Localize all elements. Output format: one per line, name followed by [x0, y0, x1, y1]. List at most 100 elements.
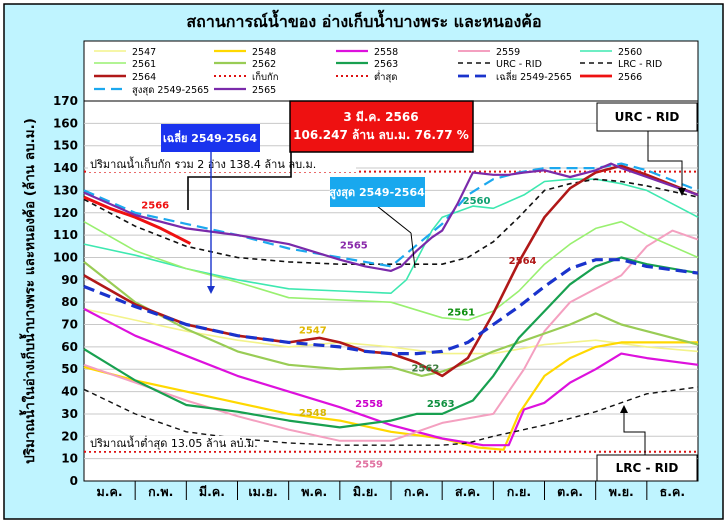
- legend-label: 2547: [132, 47, 156, 58]
- y-tick-label: 140: [53, 161, 78, 175]
- legend-label: 2548: [252, 47, 276, 58]
- average-box: [161, 124, 260, 152]
- legend-label: 2566: [618, 72, 642, 83]
- current-date: 3 มี.ค. 2566: [343, 110, 418, 124]
- series-label-2561: 2561: [447, 308, 475, 319]
- urc-annotation: URC - RID: [596, 102, 698, 196]
- urc-pointer-line: [647, 131, 683, 192]
- lrc-pointer-line: [623, 409, 646, 455]
- capacity-label: ปริมาณน้ำเก็บกัก รวม 2 อ่าง 138.4 ล้าน ล…: [90, 156, 316, 171]
- legend-label: สูงสุด 2549-2565: [132, 85, 209, 96]
- urc-pointer-arrow: [678, 188, 686, 196]
- legend-label: 2564: [132, 72, 156, 83]
- lrc-pointer-arrow: [620, 405, 628, 413]
- series-label-2563: 2563: [427, 399, 455, 410]
- series-label-2548: 2548: [299, 408, 327, 419]
- minimum-label: ปริมาณน้ำต่ำสุด 13.05 ล้าน ลบ.ม.: [90, 435, 258, 450]
- chart-title: สถานการณ์น้ำของ อ่างเก็บน้ำบางพระ และหนอ…: [186, 9, 541, 31]
- minimum-annotation: ปริมาณน้ำต่ำสุด 13.05 ล้าน ลบ.ม.: [88, 435, 258, 451]
- x-tick-label: ม.ค.: [97, 484, 123, 499]
- y-tick-label: 170: [53, 94, 78, 108]
- urc-box: [596, 102, 698, 132]
- x-tick-label: ก.ค.: [404, 484, 429, 499]
- y-tick-label: 0: [70, 474, 78, 488]
- legend-label: 2560: [618, 47, 642, 58]
- capacity-annotation: ปริมาณน้ำเก็บกัก รวม 2 อ่าง 138.4 ล้าน ล…: [88, 156, 356, 172]
- urc-box-label: URC - RID: [615, 110, 680, 124]
- max-pointer-line-2: [410, 232, 416, 269]
- max-annotation: สูงสุด 2549-2564: [329, 177, 425, 269]
- y-tick-labels: 0 10 20 30 40 50 60 70 80 90 100 110 120 130 140 150 160…: [53, 94, 78, 488]
- legend-label: LRC - RID: [618, 59, 662, 70]
- y-tick-label: 60: [61, 340, 78, 354]
- max-box-label: สูงสุด 2549-2564: [329, 186, 425, 200]
- legend-label: 2559: [496, 47, 520, 58]
- x-tick-labels: ม.ค. ก.พ. มี.ค. เม.ย. พ.ค. มิ.ย. ก.ค. ส.ค. ก.ย. ต…: [97, 481, 686, 500]
- max-pointer-line-1: [376, 205, 412, 234]
- series-label-2566: 2566: [141, 200, 169, 211]
- y-tick-label: 50: [61, 362, 78, 376]
- y-tick-label: 160: [53, 116, 78, 130]
- x-tick-label: ธ.ค.: [660, 484, 686, 499]
- capacity-label-bg: [88, 157, 356, 172]
- y-tick-label: 70: [61, 318, 78, 332]
- average-pointer-arrow: [207, 286, 215, 294]
- max-box: [330, 177, 425, 207]
- y-tick-label: 10: [61, 452, 78, 466]
- y-tick-label: 30: [61, 407, 78, 421]
- current-pointer-line: [187, 140, 292, 210]
- legend-label: 2561: [132, 59, 156, 70]
- x-tick-label: เม.ย.: [248, 484, 277, 499]
- legend-label: เก็บกัก: [252, 70, 279, 83]
- x-tick-label: ต.ค.: [557, 484, 583, 499]
- series-layer: [83, 162, 699, 453]
- y-tick-label: 150: [53, 139, 78, 153]
- series-line-2563: [83, 256, 699, 429]
- series-line-2559: [83, 229, 699, 442]
- y-tick-label: 20: [61, 429, 78, 443]
- y-tick-label: 80: [61, 295, 78, 309]
- x-tick-label: มี.ค.: [199, 484, 225, 499]
- current-value-box: [289, 100, 474, 153]
- y-tick-label: 110: [53, 228, 78, 242]
- y-tick-label: 120: [53, 206, 78, 220]
- legend-label: 2558: [374, 47, 398, 58]
- series-labels: 2547 2548 2558 2559 2560 2561 2562 2563 2564 2566…: [141, 196, 536, 471]
- series-label-2562: 2562: [411, 363, 439, 374]
- average-annotation: เฉลี่ย 2549-2564: [161, 124, 260, 294]
- series-line-2561: [83, 220, 699, 321]
- series-line-urc-rid: [83, 178, 699, 266]
- average-box-label: เฉลี่ย 2549-2564: [163, 130, 257, 145]
- minimum-label-bg: [88, 436, 240, 451]
- current-value: 106.247 ล้าน ลบ.ม. 76.77 %: [293, 128, 469, 142]
- series-line-2565: [83, 162, 699, 272]
- lrc-box: [596, 454, 698, 482]
- y-axis-label: ปริมาณน้ำในอ่างเก็บน้ำบางพระ และหนองค้อ …: [19, 118, 38, 464]
- lrc-annotation: LRC - RID: [596, 405, 698, 482]
- x-tick-label: พ.ย.: [609, 484, 634, 499]
- series-line-2558: [83, 307, 699, 447]
- lrc-box-label: LRC - RID: [616, 461, 679, 475]
- x-tick-label: ก.ย.: [507, 484, 531, 499]
- legend-label: เฉลี่ย 2549-2565: [496, 70, 572, 83]
- series-label-2564: 2564: [509, 256, 537, 267]
- current-annotation: 3 มี.ค. 2566 106.247 ล้าน ลบ.ม. 76.77 %: [187, 100, 474, 210]
- y-tick-label: 40: [61, 385, 78, 399]
- legend-entries: 2547 2548 2558 2559 2560 2561 2562 2563 URC - RI…: [94, 47, 662, 96]
- legend-label: URC - RID: [496, 59, 542, 70]
- x-tick-label: พ.ค.: [301, 484, 327, 499]
- legend-label: 2563: [374, 59, 398, 70]
- series-label-2559: 2559: [355, 460, 383, 471]
- series-line-2547: [83, 308, 699, 355]
- y-tick-label: 130: [53, 183, 78, 197]
- series-line-2566: [83, 195, 192, 245]
- y-tick-label: 100: [53, 250, 78, 264]
- series-line-2548: [83, 341, 698, 451]
- y-tick-label: 90: [61, 273, 78, 287]
- series-label-2547: 2547: [299, 325, 327, 336]
- series-label-2565: 2565: [340, 241, 368, 252]
- legend-label: 2565: [252, 85, 276, 96]
- series-line-2549-2565: [83, 258, 699, 356]
- x-tick-label: มิ.ย.: [353, 484, 378, 499]
